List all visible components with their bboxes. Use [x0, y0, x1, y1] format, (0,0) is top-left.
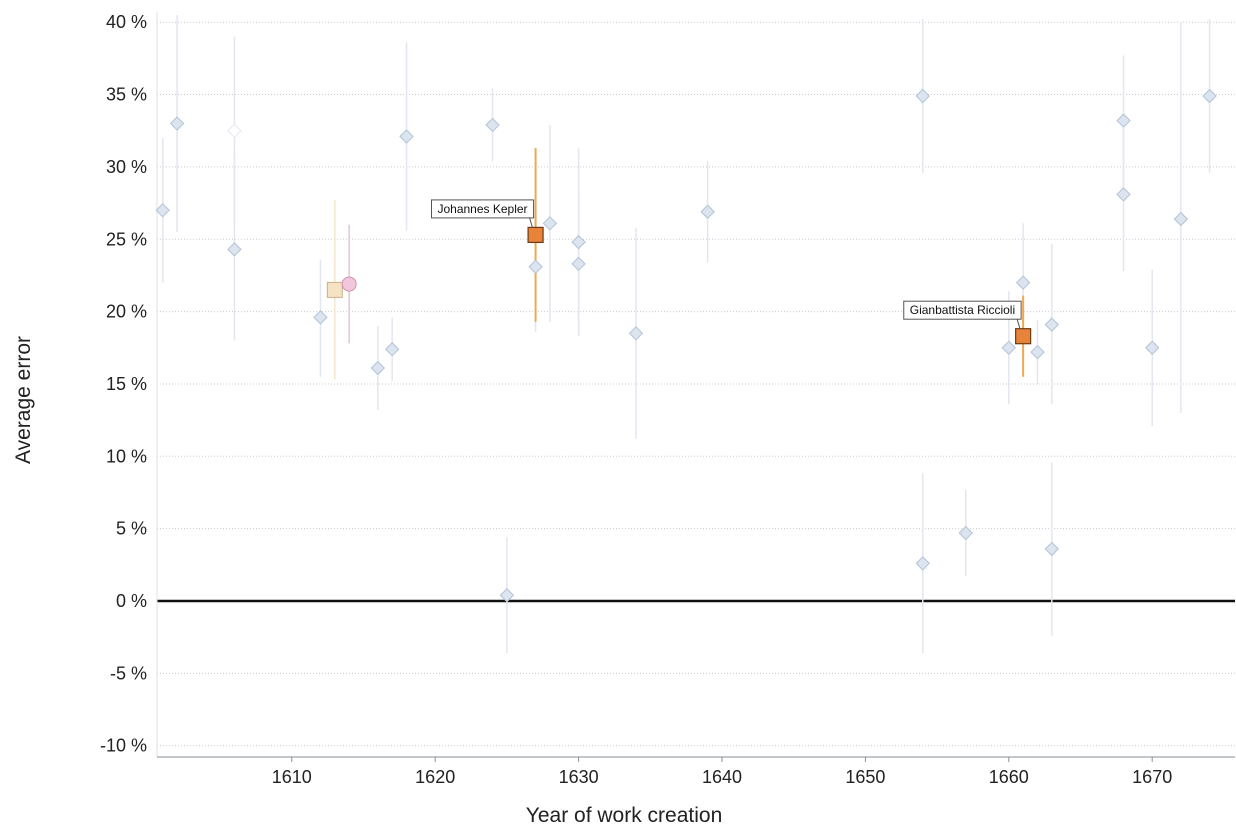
axes: -10 % -5 % 0 % 5 % 10 % 15 % 20 % 25 % 30 % 35 % 4…: [100, 12, 1235, 787]
x-tick-label: 1650: [845, 767, 885, 787]
diamond-marker: [1015, 275, 1031, 290]
y-tick-label: 0 %: [116, 591, 147, 611]
y-tick-label: 15 %: [106, 374, 147, 394]
y-tick-label: 30 %: [106, 157, 147, 177]
square-marker: [326, 281, 343, 298]
x-tick-label: 1660: [989, 767, 1029, 787]
diamond-marker: [1116, 113, 1131, 128]
diamond-marker: [700, 204, 715, 219]
diamond-marker: [571, 256, 586, 272]
y-tick-label: 5 %: [116, 519, 147, 539]
diamond-marker: [1001, 340, 1017, 355]
error-bars: [161, 14, 1211, 654]
circle-marker: [341, 276, 357, 292]
y-tick-label: 10 %: [106, 446, 147, 466]
diamond-marker: [1144, 340, 1160, 355]
x-tick-label: 1640: [702, 767, 742, 787]
diamond-marker: [384, 342, 400, 357]
y-tick-label: -5 %: [110, 663, 147, 683]
diamond-marker: [1030, 344, 1045, 360]
callout-leader: [529, 217, 534, 229]
x-tick-label: 1610: [272, 767, 312, 787]
diamond-marker: [915, 556, 930, 571]
diamond-marker: [155, 203, 170, 218]
diamond-marker: [227, 242, 242, 257]
data-points: [155, 88, 1217, 603]
diamond-marker: [571, 234, 586, 250]
diamond-marker: [399, 129, 414, 144]
x-tick-label: 1670: [1132, 767, 1172, 787]
callout-label: Johannes Kepler: [437, 202, 527, 216]
diamond-marker: [1116, 187, 1131, 202]
diamond-marker: [528, 259, 543, 274]
diamond-marker: [1202, 88, 1217, 104]
highlight-square-marker: [1015, 328, 1032, 345]
callout-box: [430, 199, 535, 219]
diamond-marker: [1044, 317, 1060, 332]
callout-label: Gianbattista Riccioli: [910, 303, 1015, 317]
point-callout: Johannes Kepler: [430, 199, 535, 229]
x-axis-title: Year of work creation: [526, 804, 723, 827]
callout-box: [903, 300, 1022, 320]
diamond-marker: [499, 588, 515, 603]
diamond-marker: [313, 310, 328, 325]
diamond-marker: [227, 123, 242, 138]
diamond-marker: [958, 525, 973, 541]
gridlines: [157, 21, 1235, 747]
point-callout: Gianbattista Riccioli: [903, 300, 1022, 330]
y-tick-label: 35 %: [106, 85, 147, 105]
x-tick-label: 1620: [415, 767, 455, 787]
y-axis-title: Average error: [12, 336, 35, 464]
diamond-marker: [370, 360, 386, 376]
diamond-marker: [915, 88, 930, 104]
y-tick-label: -10 %: [100, 736, 147, 756]
callouts: Johannes Kepler Gianbattista Riccioli: [430, 199, 1022, 330]
highlight-square-marker: [527, 226, 544, 244]
y-tick-label: 20 %: [106, 302, 147, 322]
diamond-marker: [542, 216, 558, 231]
diamond-marker: [1044, 541, 1060, 557]
diamond-marker: [169, 116, 185, 131]
callout-leader: [1016, 319, 1021, 330]
diamond-marker: [485, 117, 500, 133]
y-tick-label: 40 %: [106, 12, 147, 32]
diamond-marker: [1173, 211, 1189, 227]
diamond-marker: [628, 326, 644, 341]
x-tick-label: 1630: [559, 767, 599, 787]
y-tick-label: 25 %: [106, 229, 147, 249]
